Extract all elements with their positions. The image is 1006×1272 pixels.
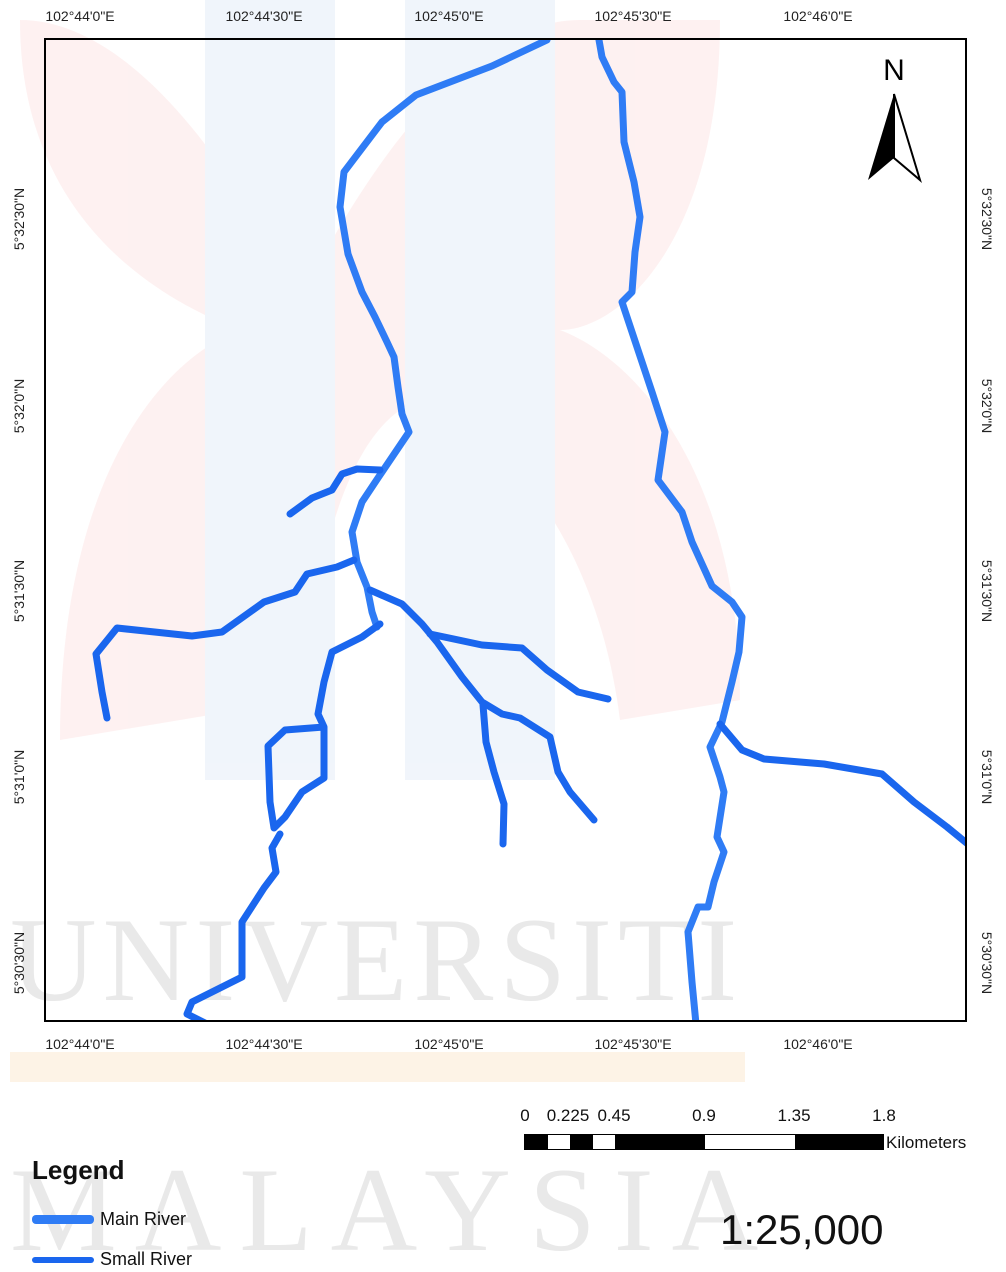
river-branch-east <box>366 586 598 824</box>
north-label: N <box>883 54 905 87</box>
river-branch-south-lower <box>183 830 284 1020</box>
right-tick-label: 5°31'30"N <box>979 559 995 623</box>
left-tick-label: 5°32'0"N <box>11 378 27 434</box>
north-arrow-icon <box>868 93 922 183</box>
bottom-tick-label: 102°45'30"E <box>594 1036 672 1052</box>
small-river-swatch <box>32 1256 94 1263</box>
legend-item-main-river: Main River <box>32 1209 186 1230</box>
river-branch-east-upper <box>426 630 612 703</box>
main-river-swatch <box>32 1215 94 1224</box>
scale-segment <box>705 1135 795 1149</box>
right-tick-label: 5°31'0"N <box>979 749 995 805</box>
top-tick-label: 102°46'0"E <box>783 8 853 24</box>
bottom-tick-label: 102°44'0"E <box>45 1036 115 1052</box>
right-tick-label: 5°32'0"N <box>979 378 995 434</box>
bottom-tick-label: 102°44'30"E <box>225 1036 303 1052</box>
scale-label: 0.9 <box>692 1106 716 1125</box>
bottom-tick-label: 102°45'0"E <box>414 1036 484 1052</box>
watermark-bar <box>10 1052 745 1082</box>
top-tick-label: 102°45'30"E <box>594 8 672 24</box>
river-tributary-east <box>716 720 965 847</box>
scale-label: 1.35 <box>777 1106 811 1125</box>
scale-bar <box>524 1134 884 1150</box>
scale-segment <box>615 1135 705 1149</box>
river-branch-southeast <box>479 701 508 848</box>
top-tick-label: 102°45'0"E <box>414 8 484 24</box>
legend-item-small-river: Small River <box>32 1249 192 1270</box>
scale-segment <box>548 1135 570 1149</box>
legend-title: Legend <box>32 1155 125 1185</box>
left-tick-label: 5°32'30"N <box>11 187 27 251</box>
river-tributary-northwest <box>286 465 384 518</box>
river-tributary-west <box>92 556 358 722</box>
scale-segment <box>593 1135 615 1149</box>
bottom-tick-label: 102°46'0"E <box>783 1036 853 1052</box>
river-main-stem <box>336 40 551 631</box>
river-branch-south <box>264 620 384 832</box>
left-tick-label: 5°31'30"N <box>11 559 27 623</box>
right-tick-label: 5°32'30"N <box>979 187 995 251</box>
scale-ratio: 1:25,000 <box>720 1206 884 1253</box>
scale-label: 0.45 <box>597 1106 631 1125</box>
river-network <box>92 40 965 1022</box>
scale-segment <box>525 1135 548 1149</box>
scale-label: 0 <box>520 1106 530 1125</box>
legend-label: Small River <box>100 1249 193 1269</box>
scale-label: 1.8 <box>872 1106 896 1125</box>
left-tick-label: 5°30'30"N <box>11 931 27 995</box>
legend-label: Main River <box>100 1209 187 1229</box>
top-tick-label: 102°44'30"E <box>225 8 303 24</box>
top-tick-label: 102°44'0"E <box>45 8 115 24</box>
right-tick-label: 5°30'30"N <box>979 931 995 995</box>
scale-label: 0.225 <box>546 1106 590 1125</box>
river-east-stem[interactable] <box>595 40 746 1022</box>
map-frame[interactable] <box>44 38 967 1022</box>
scale-segment <box>570 1135 593 1149</box>
scale-unit: Kilometers <box>886 1133 967 1152</box>
left-tick-label: 5°31'0"N <box>11 749 27 805</box>
scale-segment <box>795 1135 883 1149</box>
